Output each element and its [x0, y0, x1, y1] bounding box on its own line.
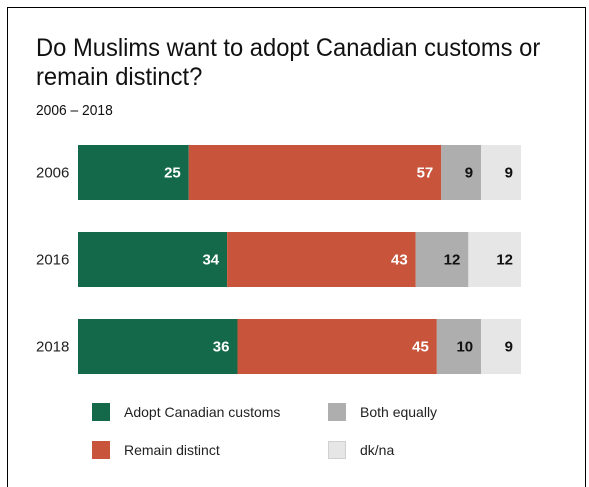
category-label-2016: 2016	[36, 252, 69, 269]
data-label-2016-0: 34	[202, 252, 219, 269]
bar-segment-2006-0	[78, 145, 189, 200]
bar-segment-2018-0	[78, 319, 238, 374]
bar-segment-2016-3	[468, 232, 521, 287]
data-label-2018-3: 9	[505, 339, 513, 356]
chart-title: Do Muslims want to adopt Canadian custom…	[36, 34, 541, 91]
bar-segment-2006-2	[441, 145, 482, 200]
chart-subtitle: 2006 – 2018	[36, 102, 113, 119]
data-label-2006-0: 25	[164, 165, 181, 182]
bar-segment-2006-1	[188, 145, 442, 200]
bar-segment-2016-1	[227, 232, 416, 287]
legend-item-dkna: dk/na	[328, 441, 394, 459]
legend-swatch-adopt	[92, 403, 110, 421]
data-label-2016-3: 12	[496, 252, 513, 269]
legend-item-remain: Remain distinct	[92, 441, 220, 459]
data-label-2016-1: 43	[391, 252, 408, 269]
legend-label-dkna: dk/na	[360, 442, 395, 458]
data-label-2018-2: 10	[456, 339, 473, 356]
legend-swatch-both	[328, 403, 346, 421]
data-label-2016-2: 12	[444, 252, 461, 269]
chart-frame	[7, 7, 586, 487]
legend-item-both: Both equally	[328, 403, 437, 421]
bar-segment-2016-2	[415, 232, 469, 287]
category-label-2018: 2018	[36, 339, 69, 356]
category-label-2006: 2006	[36, 165, 69, 182]
data-label-2006-2: 9	[465, 165, 473, 182]
bar-segment-2018-1	[237, 319, 437, 374]
legend-swatch-dkna	[328, 441, 346, 459]
bar-segment-2016-0	[78, 232, 228, 287]
bar-segment-2006-3	[481, 145, 521, 200]
legend-label-remain: Remain distinct	[124, 442, 220, 458]
data-label-2006-3: 9	[505, 165, 513, 182]
legend-swatch-remain	[92, 441, 110, 459]
legend-item-adopt: Adopt Canadian customs	[92, 403, 280, 421]
legend-label-adopt: Adopt Canadian customs	[124, 404, 281, 420]
data-label-2018-0: 36	[213, 339, 230, 356]
bar-segment-2018-2	[436, 319, 482, 374]
legend-label-both: Both equally	[360, 404, 438, 420]
data-label-2018-1: 45	[412, 339, 429, 356]
data-label-2006-1: 57	[417, 165, 434, 182]
bar-segment-2018-3	[481, 319, 521, 374]
